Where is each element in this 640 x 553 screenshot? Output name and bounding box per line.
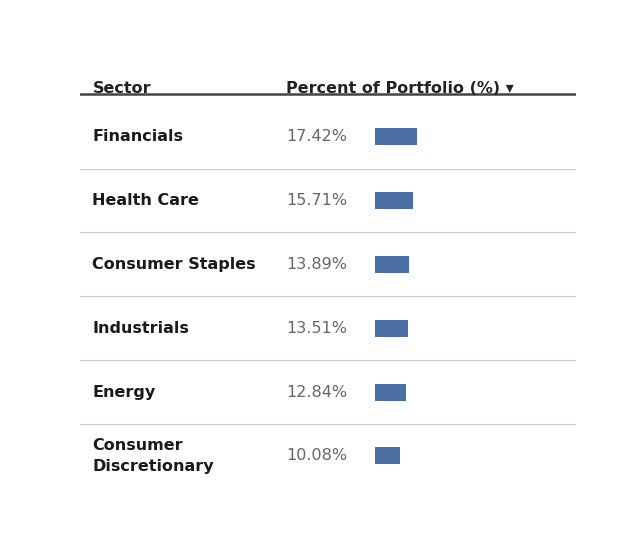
Text: Consumer
Discretionary: Consumer Discretionary [92, 438, 214, 474]
Text: Percent of Portfolio (%) ▾: Percent of Portfolio (%) ▾ [286, 81, 513, 96]
Text: 15.71%: 15.71% [286, 193, 347, 208]
Text: Financials: Financials [92, 129, 184, 144]
Bar [375, 447, 399, 465]
Bar [375, 128, 417, 145]
Text: 13.51%: 13.51% [286, 321, 347, 336]
Text: Energy: Energy [92, 384, 156, 400]
Bar [375, 192, 413, 209]
Text: Industrials: Industrials [92, 321, 189, 336]
Text: Consumer Staples: Consumer Staples [92, 257, 256, 272]
Bar [375, 384, 406, 400]
Text: 10.08%: 10.08% [286, 448, 347, 463]
Text: Health Care: Health Care [92, 193, 199, 208]
Text: 17.42%: 17.42% [286, 129, 347, 144]
Text: 13.89%: 13.89% [286, 257, 347, 272]
Text: 12.84%: 12.84% [286, 384, 347, 400]
Text: Sector: Sector [92, 81, 151, 96]
Bar [375, 256, 409, 273]
Bar [375, 320, 408, 337]
